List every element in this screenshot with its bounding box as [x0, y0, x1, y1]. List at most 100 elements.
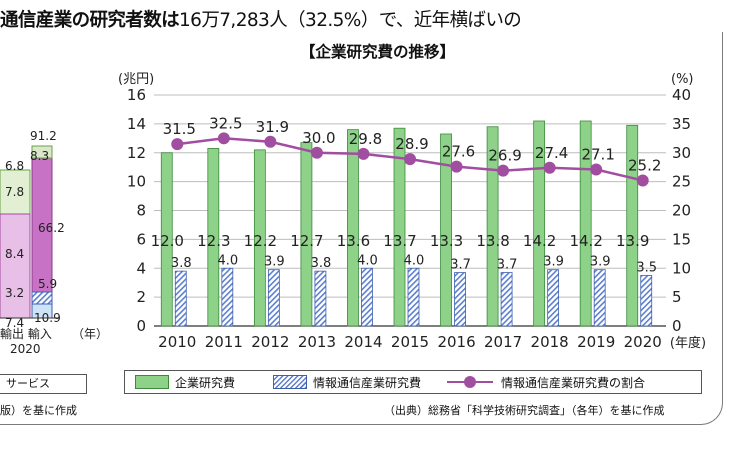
- y-left-unit: (兆円): [118, 72, 154, 87]
- chart-title: 【企業研究費の推移】: [300, 43, 456, 61]
- partial-value-label: 66.2: [38, 221, 65, 235]
- y-left-tick-label: 4: [136, 259, 146, 277]
- label-corporate: 13.7: [383, 232, 416, 250]
- label-ratio: 29.8: [349, 130, 382, 148]
- point-ratio: [264, 135, 277, 148]
- headline-part2: 16万7,283人（32.5%）: [179, 10, 379, 31]
- legend-item-ict: 情報通信産業研究費: [273, 374, 421, 390]
- partial-value-label: 7.8: [5, 185, 24, 199]
- bar-ict: [267, 269, 280, 327]
- y-right-tick-label: 40: [672, 86, 691, 104]
- point-ratio: [171, 138, 184, 151]
- bar-corporate: [486, 126, 499, 327]
- label-corporate: 13.8: [476, 232, 509, 250]
- y-right-tick-label: 25: [672, 173, 691, 191]
- label-ratio: 25.2: [628, 156, 661, 174]
- partial-value-label: 5.9: [38, 277, 57, 291]
- point-ratio: [310, 146, 323, 159]
- label-ict: 3.9: [543, 255, 564, 270]
- x-tick-label: 2017: [484, 333, 522, 351]
- bar-corporate: [300, 142, 313, 327]
- x-tick-label: 2020: [624, 333, 662, 351]
- headline-part1: 通信産業の研究者数は: [0, 10, 180, 31]
- bar-corporate: [347, 129, 359, 327]
- bar-ict: [454, 272, 466, 327]
- label-ict: 4.0: [404, 253, 425, 268]
- y-right-tick-label: 15: [672, 230, 691, 248]
- point-ratio: [497, 164, 510, 177]
- y-left-tick-label: 10: [127, 173, 146, 191]
- label-corporate: 12.7: [290, 232, 323, 250]
- legend-label-ict: 情報通信産業研究費: [313, 375, 422, 390]
- label-ict: 4.0: [217, 253, 238, 268]
- x-tick-label: 2018: [531, 333, 569, 351]
- label-ict: 3.9: [264, 255, 285, 270]
- label-corporate: 12.2: [244, 232, 277, 250]
- x-tick-label: 2011: [205, 333, 243, 351]
- label-corporate: 13.6: [337, 232, 370, 250]
- label-ict: 3.7: [450, 258, 471, 273]
- bar-ict: [361, 267, 373, 327]
- label-ict: 3.8: [171, 256, 192, 271]
- partial-value-label: 7.4: [5, 316, 24, 330]
- y-right-tick-label: 10: [672, 259, 691, 277]
- bar-ict: [407, 267, 420, 327]
- partial-year-label: 2020: [10, 342, 41, 356]
- y-right-tick-label: 0: [672, 317, 682, 335]
- bar-corporate: [207, 148, 220, 327]
- label-ratio: 31.9: [256, 118, 289, 136]
- bar-corporate: [440, 133, 452, 327]
- partial-value-label: 8.4: [5, 247, 24, 261]
- point-ratio: [636, 174, 649, 187]
- left-partial-chart: 91.2 8.3 6.8 7.8 66.2 8.4 3.2 5.9 7.4 10.9輸出 輸入 （年…: [0, 129, 108, 356]
- service-legend-item: サービス: [0, 374, 87, 394]
- legend-item-corporate: 企業研究費: [135, 374, 235, 390]
- partial-value-label: 10.9: [34, 311, 61, 325]
- y-left-tick-label: 2: [136, 288, 146, 306]
- legend-label-corporate: 企業研究費: [175, 375, 236, 390]
- y-right-tick-label: 5: [672, 288, 682, 306]
- label-ict: 3.7: [497, 258, 518, 273]
- legend-swatch-hatch: [273, 375, 307, 389]
- x-tick-label: 2012: [251, 333, 289, 351]
- x-tick-label: 2013: [298, 333, 336, 351]
- bar-ict: [547, 269, 560, 327]
- bar-ict: [174, 270, 187, 327]
- label-corporate: 12.0: [151, 232, 184, 250]
- figure-panel: [0, 32, 723, 425]
- point-ratio: [543, 161, 556, 174]
- partial-value-label: 6.8: [5, 159, 24, 173]
- label-ratio: 32.5: [209, 114, 242, 132]
- y-right-tick-label: 35: [672, 115, 691, 133]
- point-ratio: [217, 132, 230, 145]
- bar-ict: [314, 270, 327, 327]
- label-corporate: 14.2: [523, 232, 556, 250]
- label-ratio: 27.6: [442, 143, 475, 161]
- label-corporate: 12.3: [197, 232, 230, 250]
- label-corporate: 13.3: [430, 232, 463, 250]
- source-note: （出典）総務省「科学技術研究調査」（各年）を基に作成: [384, 404, 665, 417]
- main-chart: 0 2 4 6 8 10 12 14 16 0 5 10 15 20 25 30 35 40 (兆円) (%) 12.0…: [118, 72, 706, 351]
- label-ratio: 30.0: [302, 129, 335, 147]
- legend-label-ratio: 情報通信産業研究費の割合: [501, 375, 646, 390]
- label-corporate: 14.2: [569, 232, 602, 250]
- x-axis-unit: (年度): [670, 335, 706, 351]
- y-right-tick-label: 20: [672, 202, 691, 220]
- bar-corporate: [626, 124, 639, 327]
- bar-corporate: [393, 127, 406, 327]
- partial-export-import-label: 輸出 輸入: [0, 326, 52, 341]
- y-left-tick-label: 8: [136, 202, 146, 220]
- y-right-tick-label: 30: [672, 144, 691, 162]
- bar-corporate: [579, 120, 592, 327]
- point-ratio: [404, 153, 416, 166]
- point-ratio: [450, 160, 463, 173]
- label-ratio: 26.9: [488, 147, 521, 165]
- x-tick-label: 2019: [577, 333, 615, 351]
- label-ratio: 28.9: [395, 135, 428, 153]
- partial-value-label: 91.2: [30, 129, 57, 143]
- label-ict: 4.0: [357, 253, 378, 268]
- partial-value-label: 3.2: [5, 286, 24, 300]
- partial-bar-right-top: [31, 145, 53, 159]
- y-left-tick-label: 6: [136, 230, 146, 248]
- chart-legend: 企業研究費 情報通信産業研究費 情報通信産業研究費の割合: [124, 370, 702, 394]
